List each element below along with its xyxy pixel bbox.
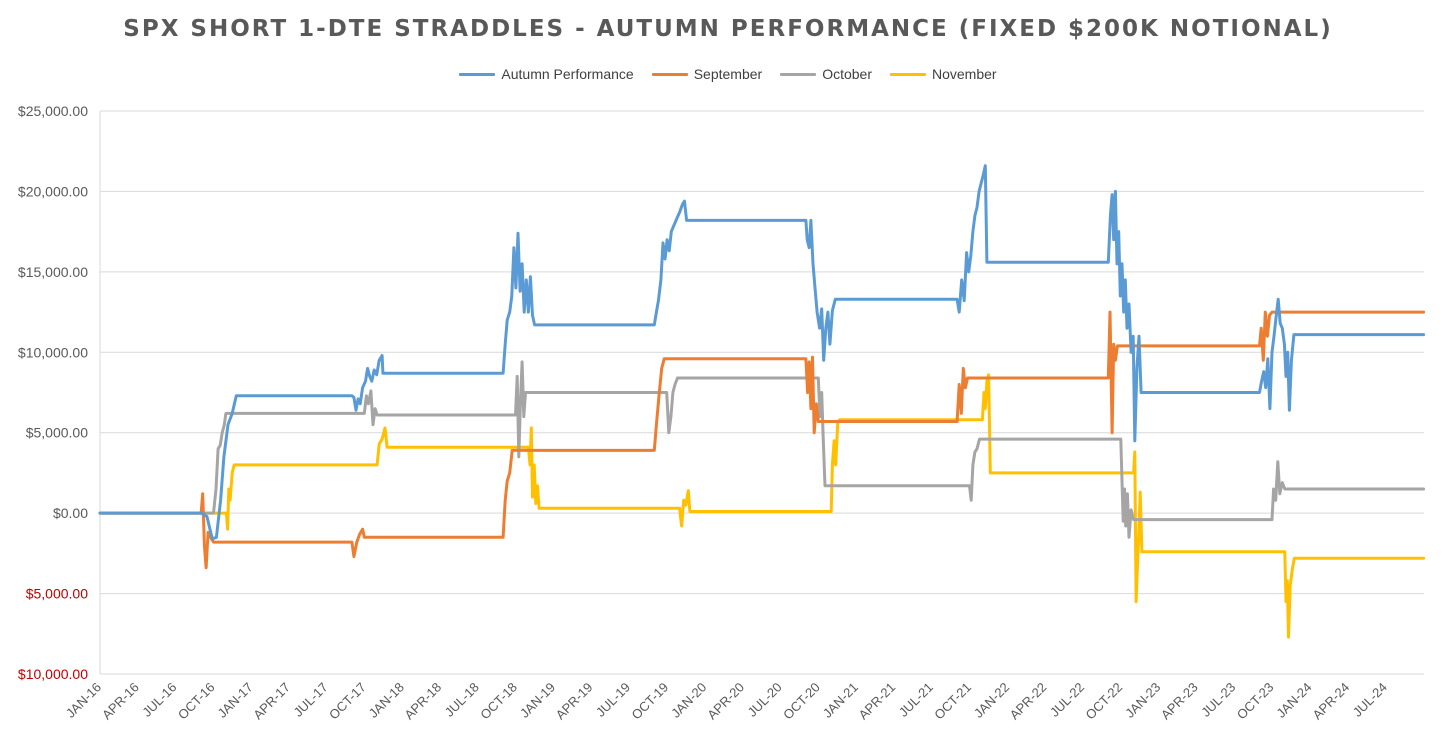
x-tick-label: JUL-17 bbox=[290, 680, 330, 720]
series-line-november bbox=[98, 373, 1426, 639]
y-tick-label: $10,000.00 bbox=[18, 666, 88, 682]
x-tick-label: APR-22 bbox=[1007, 680, 1050, 723]
x-tick-label: APR-21 bbox=[855, 680, 898, 723]
x-tick-label: JUL-20 bbox=[745, 680, 785, 720]
x-tick-label: APR-17 bbox=[250, 680, 293, 723]
legend-swatch-october bbox=[780, 72, 817, 76]
y-tick-label: $20,000.00 bbox=[18, 183, 88, 199]
y-tick-label: $0.00 bbox=[53, 505, 88, 521]
series-line-autumn-performance bbox=[98, 164, 1426, 541]
x-tick-label: OCT-16 bbox=[175, 680, 218, 723]
x-tick-label: OCT-22 bbox=[1083, 680, 1126, 723]
x-tick-label: JUL-19 bbox=[593, 680, 633, 720]
x-tick-label: JUL-21 bbox=[896, 680, 936, 720]
y-axis-tick-labels: $25,000.00 $20,000.00 $15,000.00 $10,000.00… bbox=[18, 103, 88, 682]
x-tick-label: OCT-17 bbox=[326, 680, 369, 723]
legend-item-september: September bbox=[651, 66, 763, 82]
x-tick-label: APR-23 bbox=[1158, 680, 1201, 723]
y-tick-label: $25,000.00 bbox=[18, 103, 88, 119]
x-tick-label: APR-16 bbox=[99, 680, 142, 723]
x-tick-label: JAN-16 bbox=[63, 680, 104, 721]
x-tick-label: OCT-18 bbox=[477, 680, 520, 723]
x-tick-label: JAN-21 bbox=[820, 680, 861, 721]
y-tick-label: $5,000.00 bbox=[26, 586, 88, 602]
y-tick-label: $5,000.00 bbox=[26, 425, 88, 441]
x-axis-tick-labels: JAN-16APR-16JUL-16OCT-16JAN-17APR-17JUL-… bbox=[63, 680, 1390, 723]
x-tick-label: JAN-24 bbox=[1273, 680, 1314, 721]
x-tick-label: JAN-20 bbox=[668, 680, 709, 721]
legend-label-november: November bbox=[932, 66, 997, 82]
x-tick-label: APR-18 bbox=[401, 680, 444, 723]
legend-swatch-autumn-performance bbox=[459, 72, 496, 76]
legend-swatch-september bbox=[651, 72, 688, 76]
x-tick-label: JAN-23 bbox=[1122, 680, 1163, 721]
y-tick-label: $10,000.00 bbox=[18, 344, 88, 360]
legend: Autumn Performance September October Nov… bbox=[0, 66, 1456, 82]
x-tick-label: JUL-24 bbox=[1350, 680, 1390, 720]
x-tick-label: JUL-23 bbox=[1198, 680, 1238, 720]
x-tick-label: OCT-19 bbox=[628, 680, 671, 723]
legend-item-october: October bbox=[780, 66, 872, 82]
series-line-september bbox=[98, 310, 1426, 570]
x-tick-label: JAN-17 bbox=[214, 680, 255, 721]
legend-item-autumn-performance: Autumn Performance bbox=[459, 66, 634, 82]
y-tick-label: $15,000.00 bbox=[18, 264, 88, 280]
x-tick-label: JUL-22 bbox=[1047, 680, 1087, 720]
x-tick-label: JAN-22 bbox=[971, 680, 1012, 721]
x-tick-label: JAN-19 bbox=[517, 680, 558, 721]
x-tick-label: OCT-20 bbox=[780, 680, 823, 723]
x-tick-label: OCT-23 bbox=[1234, 680, 1277, 723]
chart-title: SPX SHORT 1-DTE STRADDLES - AUTUMN PERFO… bbox=[123, 16, 1333, 42]
x-tick-label: JUL-16 bbox=[139, 680, 179, 720]
x-tick-label: APR-20 bbox=[704, 680, 747, 723]
legend-label-october: October bbox=[822, 66, 872, 82]
legend-item-november: November bbox=[890, 66, 997, 82]
x-tick-label: JUL-18 bbox=[442, 680, 482, 720]
gridlines bbox=[99, 110, 1424, 675]
x-tick-label: OCT-21 bbox=[931, 680, 974, 723]
legend-label-autumn-performance: Autumn Performance bbox=[501, 66, 634, 82]
x-tick-label: JAN-18 bbox=[366, 680, 407, 721]
series-lines bbox=[98, 164, 1426, 639]
x-tick-label: APR-19 bbox=[553, 680, 596, 723]
series-line-october bbox=[98, 360, 1426, 539]
x-tick-label: APR-24 bbox=[1310, 680, 1353, 723]
legend-label-september: September bbox=[693, 66, 763, 82]
legend-swatch-november bbox=[890, 72, 926, 76]
